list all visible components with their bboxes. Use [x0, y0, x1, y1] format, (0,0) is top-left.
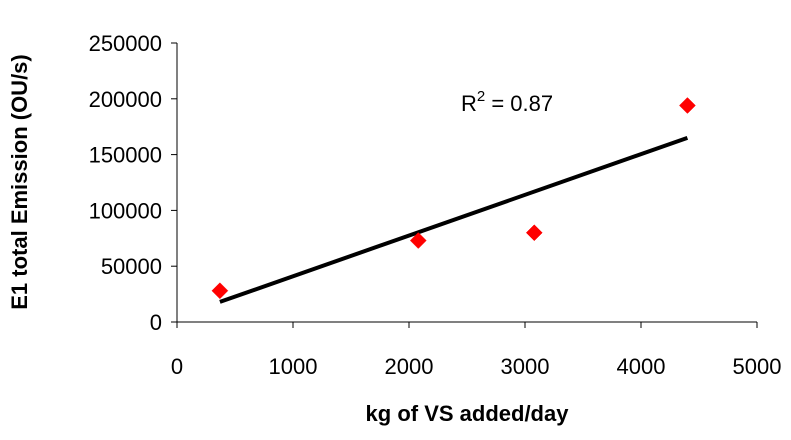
r-squared-annotation: R2 = 0.87 [461, 88, 553, 116]
y-tick-label: 250000 [89, 31, 162, 56]
x-axis-ticks: 0 1000 2000 3000 4000 5000 [171, 322, 782, 379]
x-tick-label: 5000 [733, 354, 782, 379]
y-axis-ticks: 0 50000 100000 150000 200000 250000 [89, 31, 177, 335]
y-tick-label: 50000 [101, 254, 162, 279]
trendline-group [219, 135, 689, 304]
r-squared-exponent: 2 [477, 88, 485, 105]
r-squared-label: R [461, 91, 477, 116]
x-axis-title: kg of VS added/day [366, 401, 570, 426]
y-tick-label: 150000 [89, 143, 162, 168]
trendline [219, 135, 689, 304]
data-point-diamond [525, 224, 543, 242]
data-points [211, 97, 696, 300]
x-tick-label: 0 [171, 354, 183, 379]
y-tick-label: 0 [150, 310, 162, 335]
r-squared-value: = 0.87 [485, 91, 553, 116]
y-tick-label: 200000 [89, 87, 162, 112]
data-point-diamond [679, 97, 696, 114]
axes [176, 43, 757, 323]
x-tick-label: 2000 [385, 354, 434, 379]
x-tick-label: 1000 [269, 354, 318, 379]
data-point-diamond [211, 282, 229, 300]
data-point-diamond [409, 232, 427, 249]
x-tick-label: 4000 [617, 354, 666, 379]
y-axis-title: E1 total Emission (OU/s) [7, 54, 32, 310]
y-tick-label: 100000 [89, 198, 162, 223]
x-tick-label: 3000 [501, 354, 550, 379]
